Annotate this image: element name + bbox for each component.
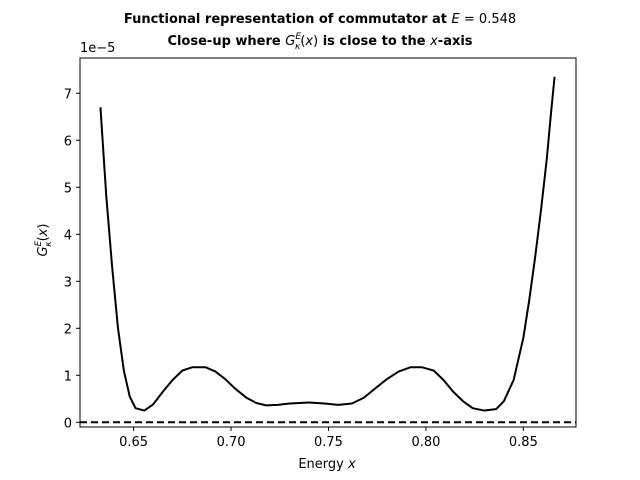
x-tick-label: 0.70 [217,435,246,450]
y-tick-label: 2 [64,322,72,337]
x-tick-label: 0.85 [509,435,538,450]
y-tick-label: 3 [64,275,72,290]
y-tick-label: 6 [64,134,72,149]
chart-title-line2: Close-up where GE κ(x) is close to the x-… [167,32,472,52]
y-axis-label: GEκ(x) [34,224,54,257]
y-tick-label: 7 [64,87,72,102]
x-tick-label: 0.80 [411,435,440,450]
y-tick-label: 5 [64,181,72,196]
plot-area: 0.65 0.70 0.75 0.80 0.85 0 1 2 3 4 5 6 7 [64,57,577,450]
x-tick-label: 0.75 [314,435,343,450]
series-line [99,76,556,412]
chart-title-line1: Functional representation of commutator … [124,12,516,27]
x-tick-label: 0.65 [119,435,148,450]
y-offset-text: 1e−5 [80,41,115,56]
x-axis-label: Energy x [298,457,356,472]
plot-frame [79,57,577,428]
y-tick-label: 1 [64,369,72,384]
y-tick-label: 4 [64,228,72,243]
y-tick-label: 0 [64,416,72,431]
